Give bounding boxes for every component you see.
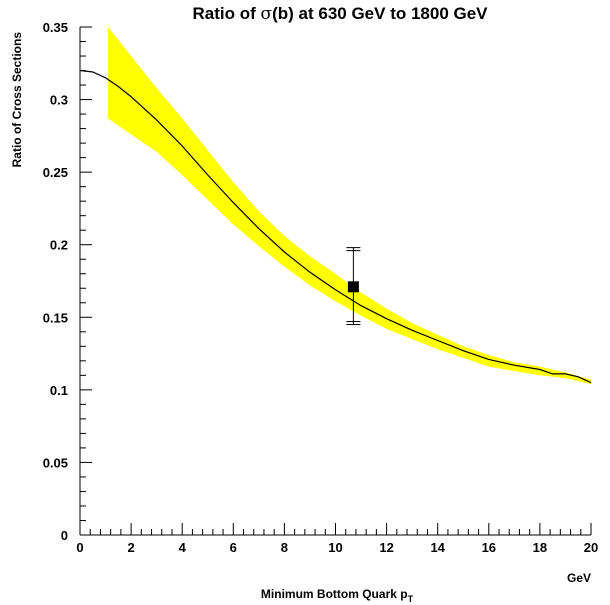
x-tick-label: 10 (328, 540, 342, 555)
x-axis-label-subscript: T (408, 594, 414, 604)
title-part-2: (b) at 630 GeV to 1800 GeV (272, 4, 488, 23)
y-tick-label: 0.2 (50, 238, 68, 253)
x-tick-label: 20 (584, 540, 598, 555)
uncertainty-band (108, 27, 591, 385)
x-tick-label: 8 (281, 540, 288, 555)
theory-line (79, 69, 592, 384)
tick-layer: 0 2 4 6 8 10 12 14 16 18 20 0 0.05 0.1 0.15 0.2 0.25 0.3 0… (43, 20, 599, 555)
title-part-1: Ratio of (192, 4, 260, 23)
chart-title: Ratio of σ(b) at 630 GeV to 1800 GeV (192, 4, 488, 24)
x-tick-label: 2 (127, 540, 134, 555)
uncertainty-band-layer (108, 27, 591, 385)
y-tick-label: 0.1 (50, 383, 68, 398)
x-axis-label: Minimum Bottom Quark pT (261, 587, 414, 604)
y-tick-label: 0.35 (43, 20, 68, 35)
y-axis-label: Ratio of Cross Sections (10, 32, 24, 168)
y-tick-label: 0.25 (43, 165, 68, 180)
x-tick-label: 18 (533, 540, 547, 555)
theory-line-layer (79, 69, 592, 384)
x-tick-label: 4 (179, 540, 187, 555)
x-axis-unit: GeV (567, 571, 591, 585)
y-tick-label: 0.3 (50, 93, 68, 108)
x-tick-label: 14 (430, 540, 445, 555)
y-tick-label: 0 (61, 528, 68, 543)
y-tick-label: 0.05 (43, 455, 68, 470)
title-sigma: σ (260, 4, 272, 24)
y-tick-label: 0.15 (43, 310, 68, 325)
x-tick-label: 12 (379, 540, 393, 555)
x-tick-label: 0 (76, 540, 83, 555)
data-point-layer (346, 247, 361, 326)
x-tick-label: 16 (482, 540, 496, 555)
data-point (347, 281, 359, 293)
x-axis-label-main: Minimum Bottom Quark p (261, 587, 408, 601)
x-tick-label: 6 (230, 540, 237, 555)
